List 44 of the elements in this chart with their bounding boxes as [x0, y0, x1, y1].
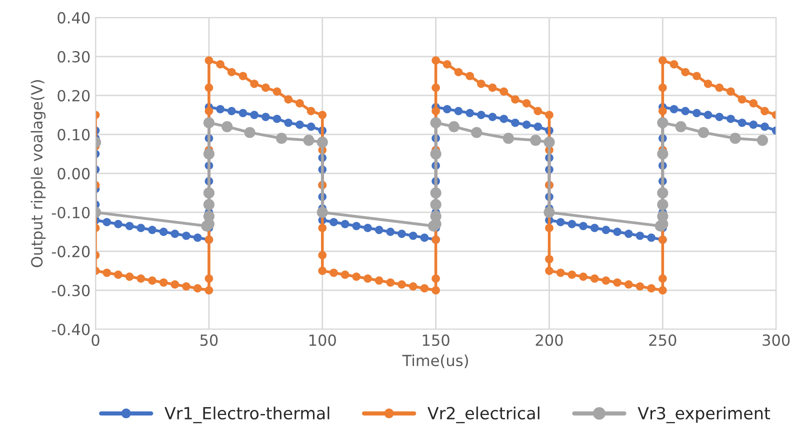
y-tick-label: -0.40: [52, 324, 90, 336]
x-tick-label: 50: [200, 334, 218, 346]
y-tick-label: 0.10: [58, 128, 90, 140]
point: [657, 148, 668, 160]
point: [244, 126, 256, 138]
y-axis-title: Output ripple voalage(V): [30, 80, 46, 268]
y-tick-label: -0.10: [52, 206, 90, 218]
y-tick-label: -0.20: [52, 246, 90, 258]
point: [430, 199, 442, 210]
x-tick-label: 0: [92, 334, 100, 346]
point: [530, 134, 542, 146]
x-tick-label: 300: [762, 334, 790, 346]
x-tick-label: 200: [536, 334, 563, 346]
point: [657, 210, 668, 222]
x-tick-label: 150: [422, 334, 450, 346]
legend-label: Vr3_experiment: [638, 406, 770, 424]
point: [316, 206, 328, 218]
point: [276, 132, 288, 144]
point: [203, 148, 215, 160]
legend-label: Vr2_electrical: [428, 406, 540, 424]
y-tick-label: 0.30: [58, 50, 90, 63]
y-tick-label: 0.00: [58, 168, 90, 180]
point: [430, 210, 442, 222]
point: [471, 126, 482, 138]
x-tick-label: 250: [649, 334, 676, 346]
point: [303, 134, 314, 146]
x-axis-title: Time(us): [402, 354, 468, 368]
x-tick-label: 100: [309, 334, 336, 346]
y-tick-label: -0.30: [52, 284, 90, 296]
point: [430, 148, 442, 160]
point: [502, 132, 514, 144]
point: [544, 206, 555, 218]
point: [756, 134, 768, 146]
point: [675, 121, 686, 132]
y-tick-label: 0.40: [58, 12, 90, 24]
point: [657, 199, 668, 210]
point: [730, 132, 741, 144]
y-tick-label: 0.20: [58, 90, 90, 102]
point: [448, 121, 460, 132]
point: [698, 126, 710, 138]
point: [203, 199, 215, 210]
legend-label: Vr1_Electro-thermal: [164, 406, 330, 424]
point: [222, 121, 233, 132]
point: [203, 210, 215, 222]
